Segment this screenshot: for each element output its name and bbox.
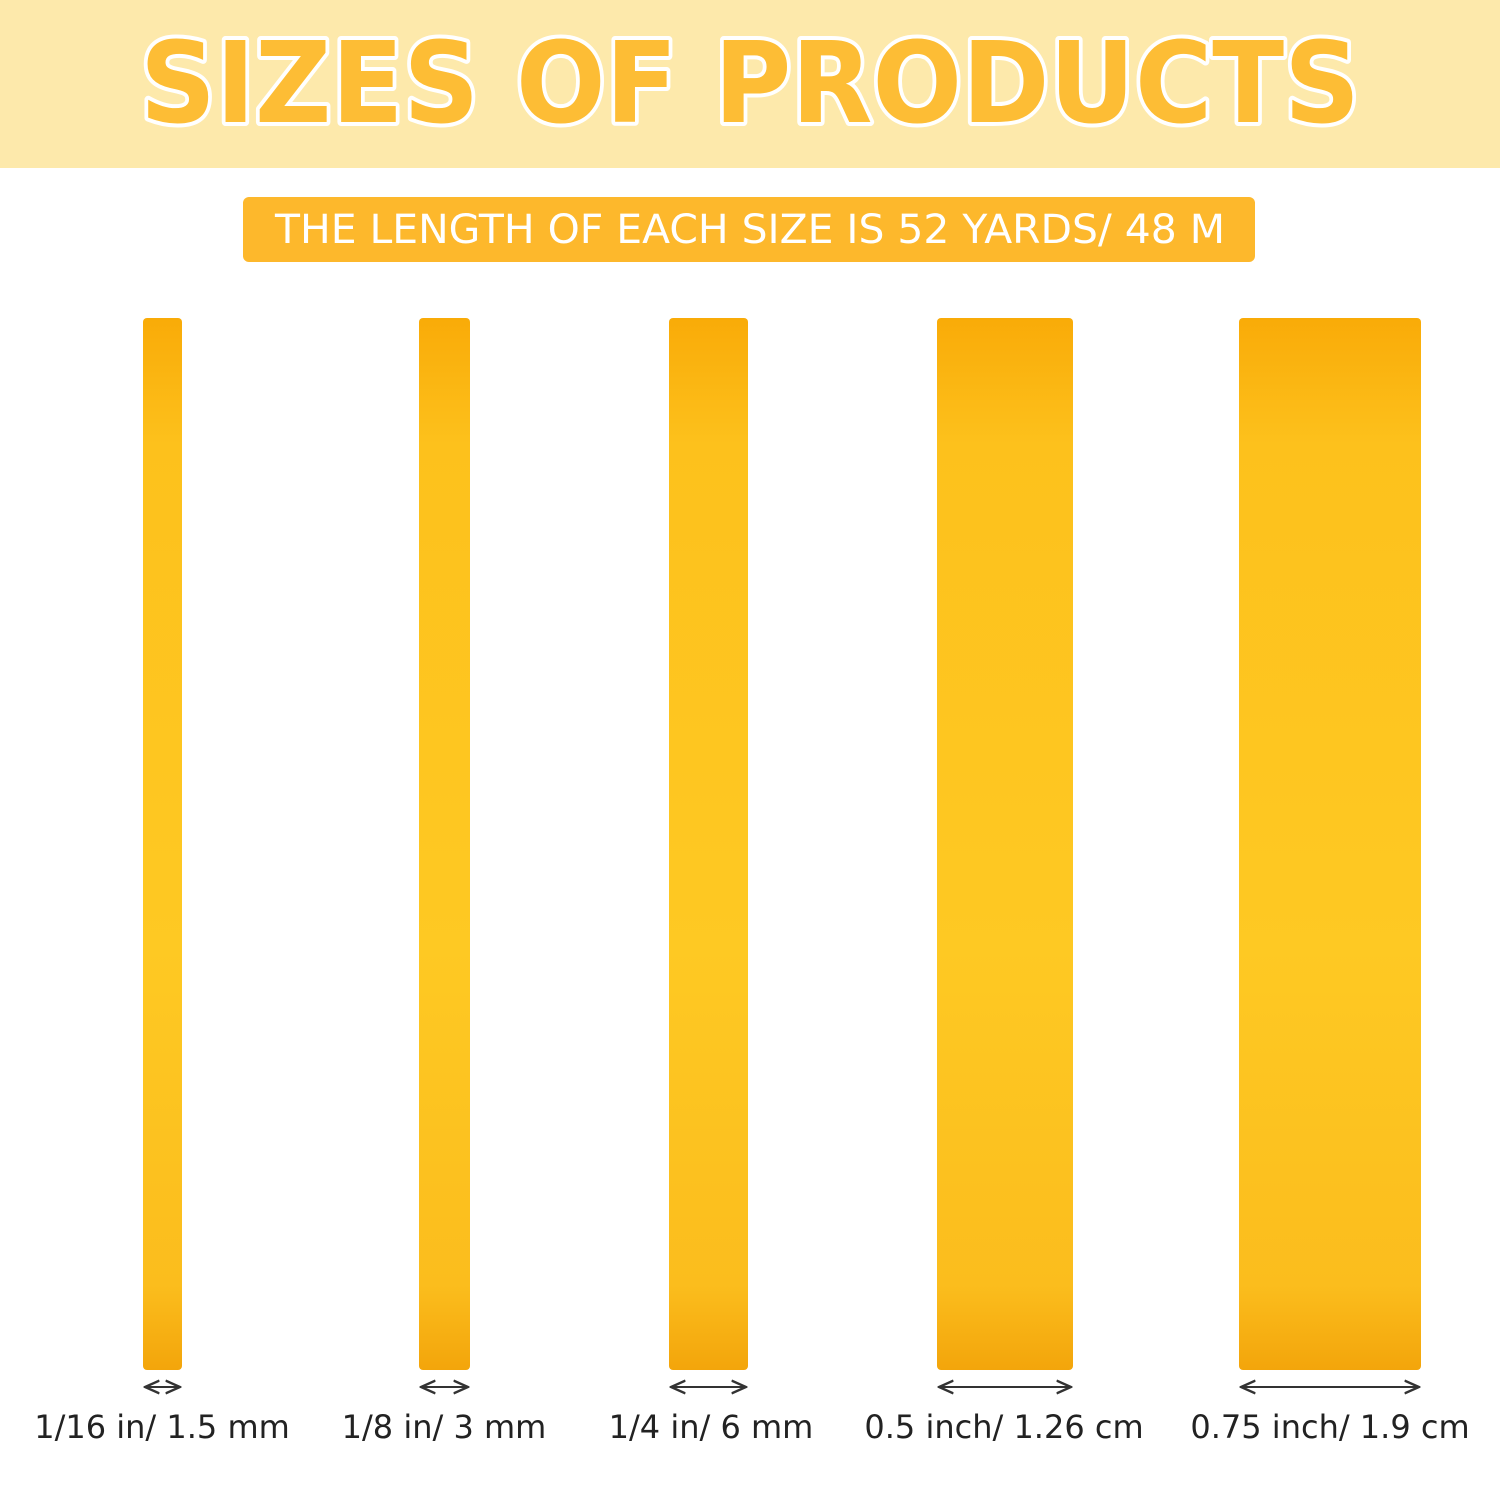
products: 1/16 in/ 1.5 mm 1/8 in/ 3 mm 1/4 in/ 6 mm 0… xyxy=(34,318,1470,1446)
size-label: 1/4 in/ 6 mm xyxy=(609,1408,814,1446)
tape-strip xyxy=(669,318,748,1370)
tape-strip xyxy=(937,318,1073,1370)
size-label: 0.5 inch/ 1.26 cm xyxy=(864,1408,1143,1446)
tape-strip xyxy=(1239,318,1421,1370)
size-label: 0.75 inch/ 1.9 cm xyxy=(1190,1408,1469,1446)
tape-strip xyxy=(419,318,470,1370)
tape-strip xyxy=(143,318,182,1370)
title: SIZES OF PRODUCTS xyxy=(140,19,1360,149)
subtitle: THE LENGTH OF EACH SIZE IS 52 YARDS/ 48 … xyxy=(274,207,1225,253)
size-label: 1/16 in/ 1.5 mm xyxy=(34,1408,290,1446)
header-band xyxy=(0,0,1500,168)
size-label: 1/8 in/ 3 mm xyxy=(342,1408,547,1446)
subtitle-pill xyxy=(243,197,1255,262)
